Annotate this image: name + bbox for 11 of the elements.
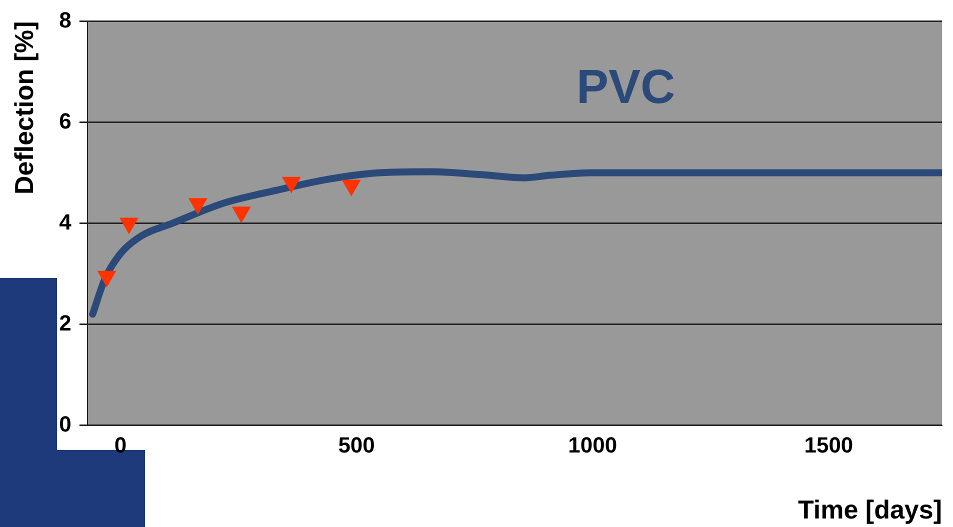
y-tick-label: 2 [59,310,72,336]
y-tick-label: 4 [59,209,72,234]
y-tick-label: 0 [59,411,72,436]
y-tick-label: 6 [59,108,72,134]
y-axis-title: Deflection [%] [8,21,39,195]
series-label: PVC [576,61,676,114]
x-axis-title: Time [days] [798,494,942,525]
x-tick-label: 500 [338,432,375,458]
y-tick-label: 8 [59,7,72,32]
x-tick-label: 1000 [568,432,618,458]
x-tick-label: 1500 [804,432,854,458]
